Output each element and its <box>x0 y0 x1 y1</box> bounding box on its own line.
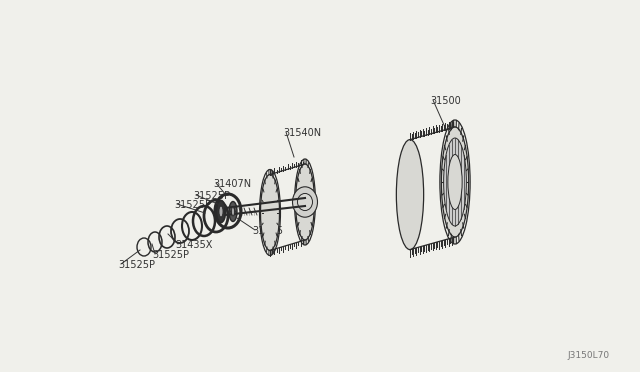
Text: 31407N: 31407N <box>213 179 251 189</box>
Ellipse shape <box>219 206 223 217</box>
Ellipse shape <box>448 154 462 209</box>
Text: 31435X: 31435X <box>175 240 212 250</box>
Ellipse shape <box>232 207 234 216</box>
Text: 31500: 31500 <box>430 96 461 106</box>
Ellipse shape <box>216 201 225 222</box>
Text: 31525P: 31525P <box>193 191 230 201</box>
Text: J3150L70: J3150L70 <box>568 351 610 360</box>
Ellipse shape <box>292 187 317 217</box>
Text: 31540N: 31540N <box>283 128 321 138</box>
Ellipse shape <box>296 164 314 240</box>
Ellipse shape <box>396 140 424 250</box>
Text: 31525P: 31525P <box>118 260 155 270</box>
Text: 31525P: 31525P <box>152 250 189 260</box>
Ellipse shape <box>229 202 237 221</box>
Ellipse shape <box>444 138 467 226</box>
Text: 31525P: 31525P <box>174 200 211 210</box>
Ellipse shape <box>442 127 468 237</box>
Ellipse shape <box>298 193 312 211</box>
Ellipse shape <box>260 174 280 250</box>
Text: 31555: 31555 <box>252 226 283 236</box>
